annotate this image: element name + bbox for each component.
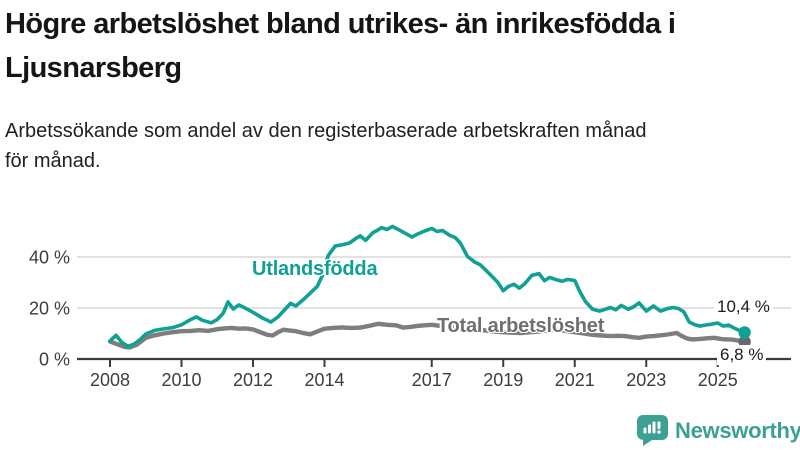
newsworthy-logo-icon — [637, 415, 668, 446]
x-tick-label: 2012 — [233, 370, 273, 390]
x-tick-label: 2025 — [698, 370, 738, 390]
x-tick-label: 2008 — [90, 370, 130, 390]
x-tick-label: 2023 — [626, 370, 666, 390]
x-tick-label: 2021 — [555, 370, 595, 390]
series-label-utlandsfodda: Utlandsfödda — [252, 258, 378, 280]
brand-wordmark: Newsworthy — [675, 417, 800, 443]
end-value-label-total: 6,8 % — [717, 345, 767, 365]
x-tick-label: 2017 — [412, 370, 452, 390]
page-title: Högre arbetslöshet bland utrikes- än inr… — [5, 8, 676, 84]
brand-footer: Newsworthy — [636, 414, 800, 447]
y-tick-label: 0 % — [39, 350, 70, 370]
x-tick-label: 2014 — [304, 370, 344, 390]
end-value-label-utlandsfodda: 10,4 % — [714, 297, 773, 317]
series-end-dot-total — [738, 335, 751, 348]
series-label-total: Total arbetslöshet — [437, 315, 605, 337]
series-line-utlandsfodda — [108, 224, 747, 349]
y-tick-label: 40 % — [29, 248, 70, 268]
x-tick-label: 2019 — [483, 370, 523, 390]
series-line-total — [107, 321, 747, 350]
series-end-dot-utlandsfodda — [738, 326, 751, 339]
x-tick-label: 2010 — [161, 370, 201, 390]
chart-subtitle: Arbetssökande som andel av den registerb… — [5, 120, 647, 172]
y-tick-label: 20 % — [29, 299, 70, 319]
